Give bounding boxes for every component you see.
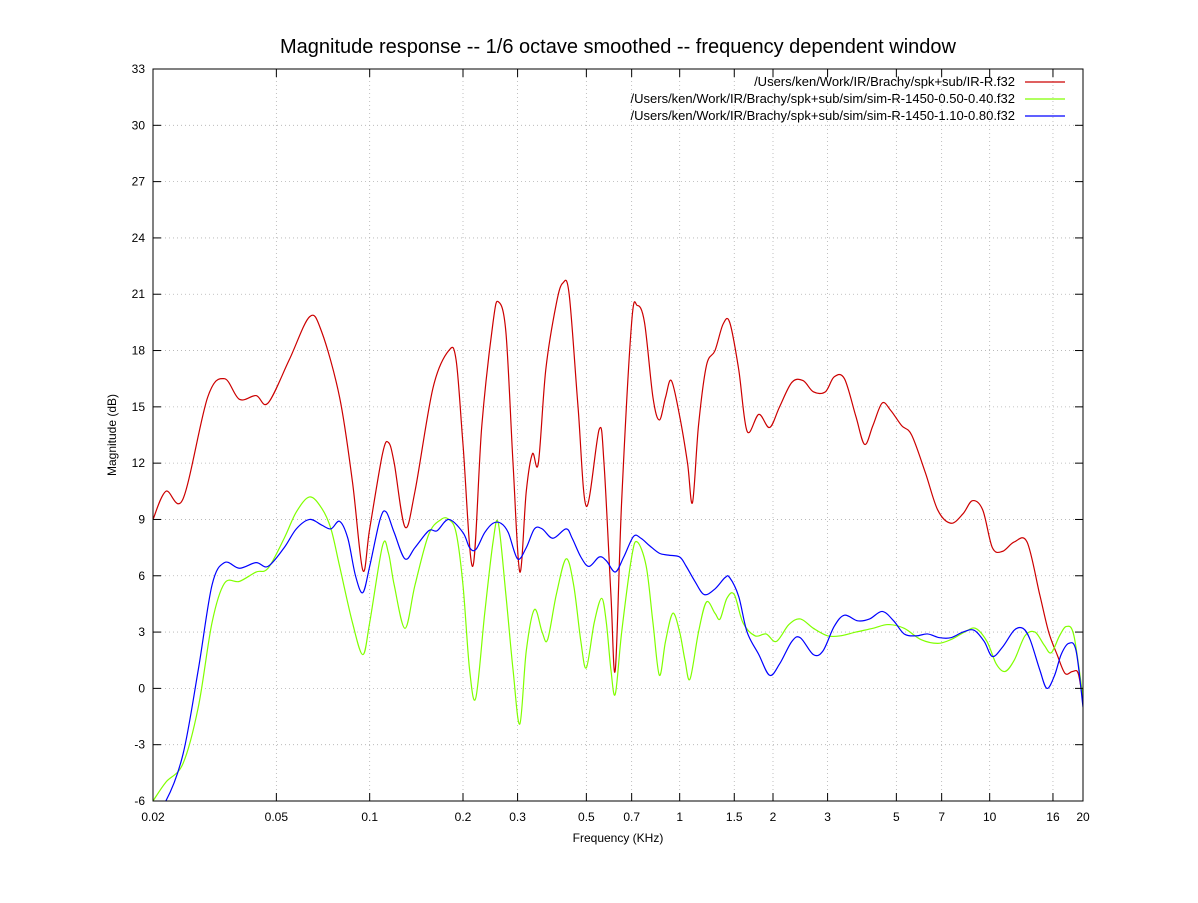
- legend-label: /Users/ken/Work/IR/Brachy/spk+sub/sim/si…: [631, 108, 1015, 123]
- y-tick-label: 18: [132, 344, 146, 358]
- legend: /Users/ken/Work/IR/Brachy/spk+sub/IR-R.f…: [631, 74, 1065, 123]
- legend-label: /Users/ken/Work/IR/Brachy/spk+sub/sim/si…: [631, 91, 1015, 106]
- y-tick-label: 9: [138, 512, 145, 526]
- ticks-layer: 0.02 0.05 0.1 0.2 0.3 0.5 0.7 1 1.5 2 3 5 7 10 16 20 -6 -…: [132, 62, 1090, 824]
- x-tick-label: 2: [770, 810, 777, 824]
- y-tick-label: 24: [132, 231, 146, 245]
- x-tick-label: 0.2: [455, 810, 472, 824]
- y-tick-label: 15: [132, 400, 146, 414]
- x-tick-label: 1: [676, 810, 683, 824]
- y-tick-label: 6: [138, 569, 145, 583]
- x-tick-label: 10: [983, 810, 997, 824]
- x-tick-label: 3: [824, 810, 831, 824]
- x-tick-label: 16: [1046, 810, 1060, 824]
- x-tick-label: 0.5: [578, 810, 595, 824]
- x-tick-label: 0.7: [623, 810, 640, 824]
- y-axis-label: Magnitude (dB): [105, 394, 119, 476]
- series-line-ir-r: [153, 279, 1083, 702]
- series-line-sim-050-040: [153, 496, 1083, 801]
- x-tick-label: 0.3: [509, 810, 526, 824]
- x-tick-label: 7: [938, 810, 945, 824]
- plot-frame: [152, 68, 1084, 802]
- y-tick-label: 21: [132, 287, 146, 301]
- series-line-sim-110-080: [165, 510, 1083, 801]
- grid-layer: [153, 69, 1083, 801]
- x-tick-label: 1.5: [726, 810, 743, 824]
- x-tick-label: 5: [893, 810, 900, 824]
- series-layer: [153, 279, 1083, 801]
- legend-label: /Users/ken/Work/IR/Brachy/spk+sub/IR-R.f…: [754, 74, 1015, 89]
- y-tick-label: -3: [134, 738, 145, 752]
- x-tick-label: 0.1: [361, 810, 378, 824]
- y-tick-label: 33: [132, 62, 146, 76]
- y-tick-label: 3: [138, 625, 145, 639]
- x-axis-label: Frequency (KHz): [573, 831, 664, 845]
- y-tick-label: -6: [134, 794, 145, 808]
- y-tick-label: 12: [132, 456, 146, 470]
- y-tick-label: 0: [138, 681, 145, 695]
- chart-title: Magnitude response -- 1/6 octave smoothe…: [280, 36, 957, 58]
- y-tick-label: 30: [132, 118, 146, 132]
- x-tick-label: 20: [1076, 810, 1090, 824]
- x-tick-label: 0.05: [265, 810, 289, 824]
- y-tick-label: 27: [132, 175, 146, 189]
- x-tick-label: 0.02: [141, 810, 165, 824]
